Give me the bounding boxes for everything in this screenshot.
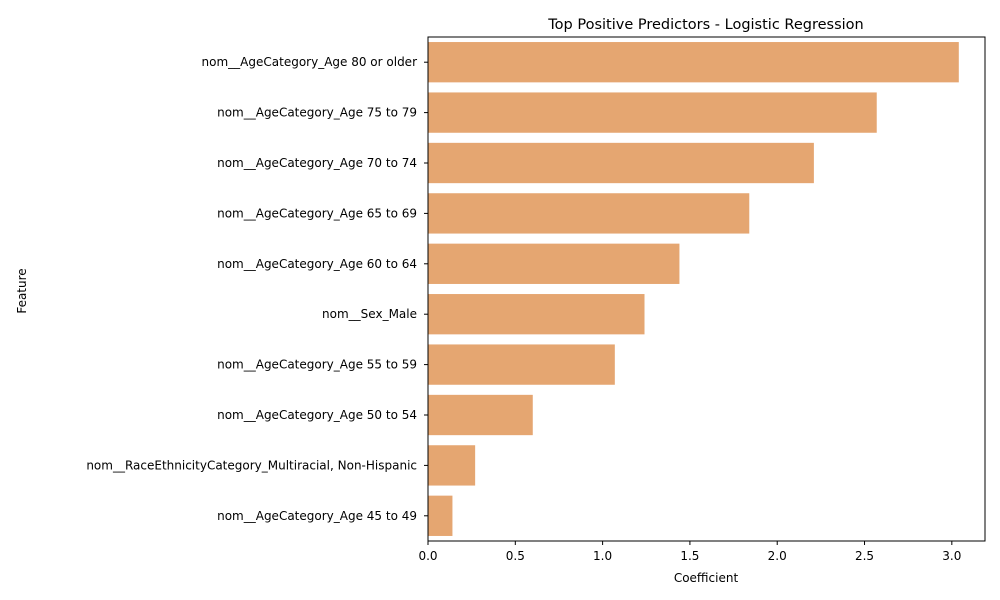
y-axis-label: Feature [15,268,29,313]
y-tick-label: nom__AgeCategory_Age 60 to 64 [217,257,417,271]
bar [428,445,476,486]
bar [428,394,533,436]
x-tick-label: 2.5 [855,549,874,563]
bar [428,193,750,234]
x-tick-label: 0.0 [418,549,437,563]
y-ticks-layer: nom__AgeCategory_Age 80 or older nom__Age… [86,55,428,523]
x-tick-label: 1.5 [680,549,699,563]
plot-frame [427,36,986,542]
y-tick-label: nom__AgeCategory_Age 50 to 54 [217,408,417,422]
x-tick-label: 0.5 [506,549,525,563]
x-tick-label: 2.0 [768,549,787,563]
x-ticks-layer: 0.0 0.5 1.0 1.5 2.0 2.5 3.0 [418,541,961,563]
y-tick-label: nom__AgeCategory_Age 70 to 74 [217,156,417,170]
chart-title: Top Positive Predictors - Logistic Regre… [547,17,863,33]
bar [428,142,814,184]
y-tick-label: nom__AgeCategory_Age 55 to 59 [217,358,417,372]
axes-frame [427,36,986,542]
x-tick-label: 1.0 [593,549,612,563]
y-tick-label: nom__RaceEthnicityCategory_Multiracial, … [86,458,417,472]
y-tick-label: nom__AgeCategory_Age 45 to 49 [217,509,417,523]
bars-layer [428,42,959,536]
x-tick-label: 3.0 [942,549,961,563]
bar [428,495,453,536]
y-tick-label: nom__AgeCategory_Age 80 or older [202,55,418,69]
y-tick-label: nom__AgeCategory_Age 65 to 69 [217,206,417,220]
bar [428,294,645,335]
x-axis-label: Coefficient [674,571,739,585]
bar [428,344,615,385]
bar [428,42,959,83]
y-tick-label: nom__AgeCategory_Age 75 to 79 [217,106,417,120]
bar [428,243,680,284]
y-tick-label: nom__Sex_Male [322,307,417,321]
bar [428,92,877,133]
